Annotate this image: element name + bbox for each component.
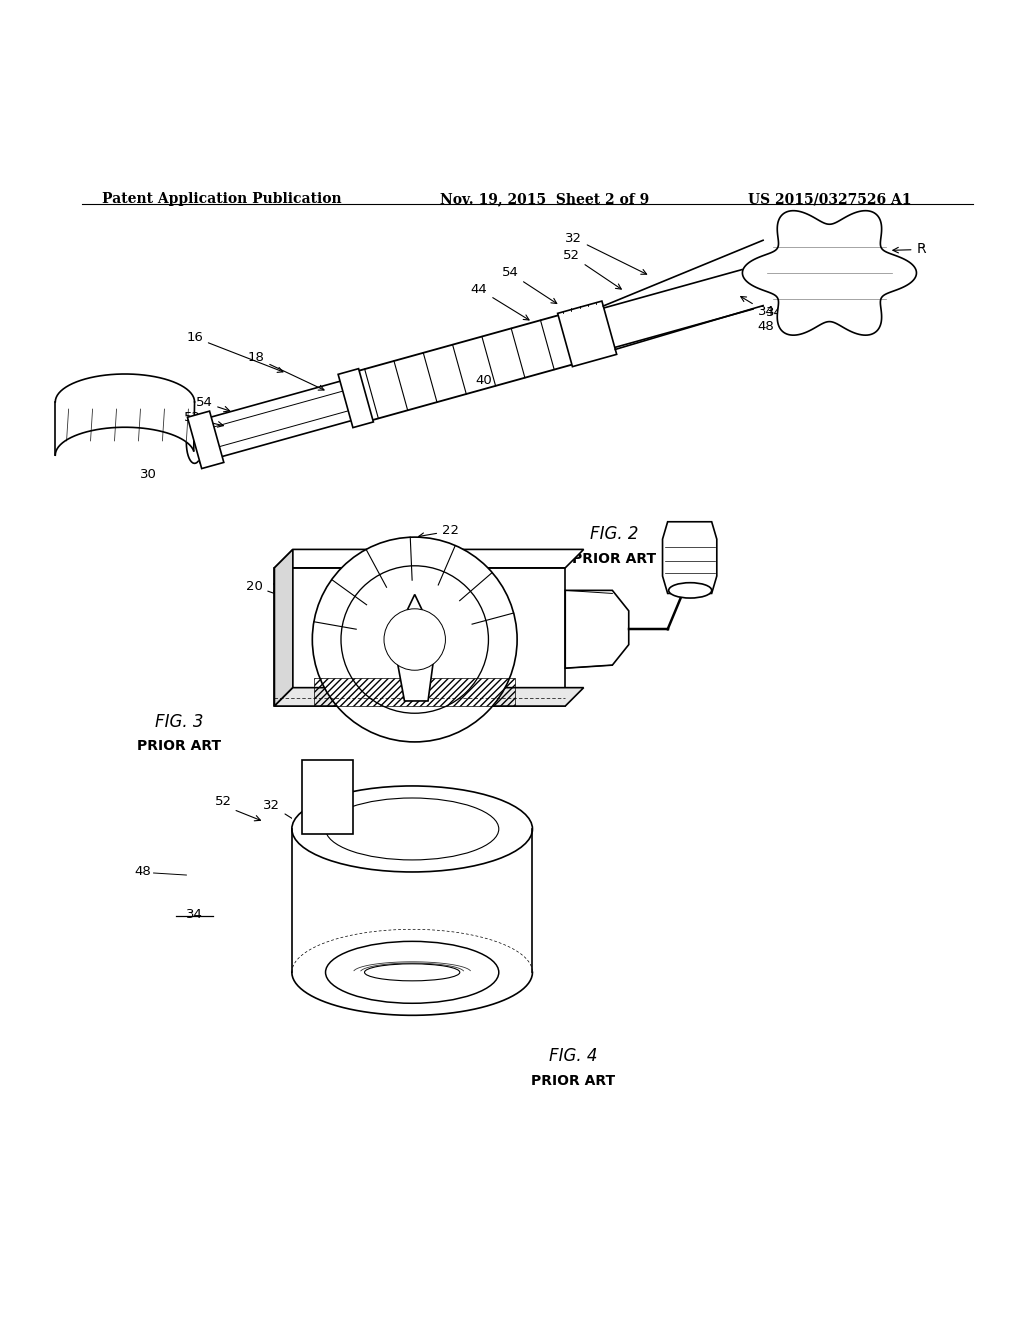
Polygon shape	[351, 315, 571, 422]
Ellipse shape	[365, 964, 460, 981]
Text: 34: 34	[186, 908, 203, 921]
Polygon shape	[274, 549, 584, 568]
Text: PRIOR ART: PRIOR ART	[531, 1074, 615, 1088]
Text: 23: 23	[292, 566, 309, 579]
Polygon shape	[274, 568, 565, 706]
Polygon shape	[55, 374, 195, 455]
Text: 32: 32	[263, 799, 304, 826]
Text: Nov. 19, 2015  Sheet 2 of 9: Nov. 19, 2015 Sheet 2 of 9	[440, 191, 649, 206]
Polygon shape	[565, 590, 629, 668]
Text: 21: 21	[357, 642, 374, 655]
Polygon shape	[274, 549, 293, 706]
Text: PRIOR ART: PRIOR ART	[137, 739, 221, 754]
Text: 22: 22	[419, 524, 459, 539]
Text: Patent Application Publication: Patent Application Publication	[102, 191, 342, 206]
Polygon shape	[742, 211, 916, 335]
Text: PRIOR ART: PRIOR ART	[572, 552, 656, 566]
Text: FIG. 2: FIG. 2	[590, 525, 639, 543]
Text: 44: 44	[471, 282, 529, 319]
Ellipse shape	[326, 799, 499, 859]
Polygon shape	[292, 785, 532, 1015]
Text: R: R	[893, 243, 926, 256]
Text: FIG. 3: FIG. 3	[155, 713, 204, 730]
Text: 103: 103	[275, 675, 301, 688]
Polygon shape	[558, 301, 616, 367]
Text: 54: 54	[197, 396, 213, 409]
Text: 36,38: 36,38	[356, 975, 394, 989]
Text: 18: 18	[248, 351, 324, 391]
Circle shape	[384, 609, 445, 671]
Text: 54: 54	[502, 267, 557, 304]
Text: 30: 30	[140, 467, 157, 480]
Text: US 2015/0327526 A1: US 2015/0327526 A1	[748, 191, 911, 206]
Circle shape	[312, 537, 517, 742]
Text: 40: 40	[475, 374, 492, 387]
Text: 48: 48	[135, 865, 152, 878]
Text: 21m: 21m	[272, 582, 302, 595]
Text: 52: 52	[563, 249, 622, 289]
Text: 48: 48	[758, 321, 774, 333]
Ellipse shape	[292, 929, 532, 1015]
Polygon shape	[274, 688, 584, 706]
Text: 32: 32	[565, 231, 646, 275]
Text: 22: 22	[286, 601, 303, 614]
Text: FIG. 4: FIG. 4	[549, 1047, 598, 1065]
Polygon shape	[187, 411, 224, 469]
Ellipse shape	[669, 582, 712, 598]
Text: 34: 34	[766, 306, 782, 319]
Ellipse shape	[326, 941, 499, 1003]
Polygon shape	[393, 594, 436, 701]
Circle shape	[341, 566, 488, 713]
Text: 34: 34	[740, 297, 774, 318]
Text: 52: 52	[183, 412, 201, 425]
Polygon shape	[663, 521, 717, 594]
Text: 16: 16	[186, 331, 283, 372]
Text: 52: 52	[215, 796, 231, 808]
Ellipse shape	[292, 785, 532, 873]
Polygon shape	[338, 368, 374, 428]
Text: 20: 20	[246, 579, 329, 614]
Polygon shape	[189, 269, 753, 462]
Polygon shape	[302, 760, 353, 834]
